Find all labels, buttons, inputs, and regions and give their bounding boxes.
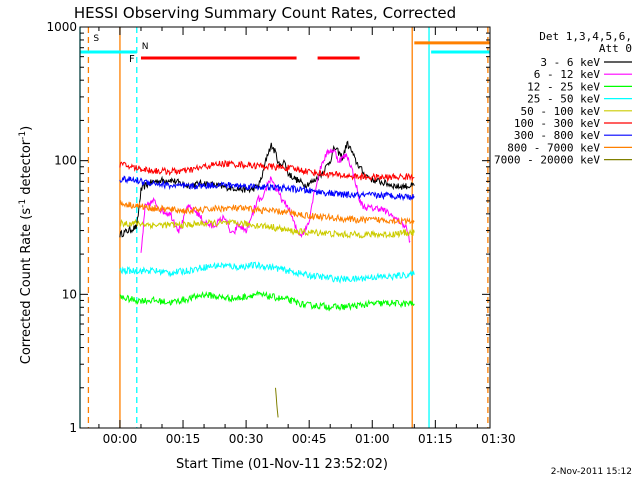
x-tick-label-0: 00:00 <box>103 432 138 446</box>
legend-label-0: 3 - 6 keV <box>540 56 600 69</box>
axes: 1 10 100 1000 00:00 00:15 00:30 00:45 01:00 01:15… <box>46 20 515 446</box>
y-axis-label: Corrected Count Rate (s-1 detector-1) <box>18 126 34 364</box>
series-line-8 <box>275 387 279 418</box>
y-tick-label-2: 100 <box>54 154 77 168</box>
x-tick-label-1: 00:15 <box>166 432 201 446</box>
legend-label-3: 25 - 50 keV <box>527 93 600 106</box>
flag-label-f: F <box>129 54 135 65</box>
footer-date: 2-Nov-2011 15:12 <box>551 467 632 477</box>
y-tick-label-3: 1000 <box>46 20 77 34</box>
series-line-1 <box>140 148 411 253</box>
legend-label-8: 7000 - 20000 keV <box>494 154 600 167</box>
series-line-2 <box>119 290 415 312</box>
marker-label-s: S <box>93 34 99 44</box>
y-tick-label-0: 1 <box>69 421 77 435</box>
x-tick-label-4: 01:00 <box>355 432 390 446</box>
chart-title: HESSI Observing Summary Count Rates, Cor… <box>74 4 456 22</box>
series-line-6 <box>119 175 415 202</box>
legend-label-1: 6 - 12 keV <box>534 68 601 81</box>
x-tick-label-5: 01:15 <box>418 432 453 446</box>
marker-label-n: N <box>142 42 149 52</box>
legend-label-2: 12 - 25 keV <box>527 80 600 93</box>
series-line-5 <box>119 159 415 183</box>
x-tick-label-2: 00:30 <box>229 432 264 446</box>
y-tick-label-1: 10 <box>62 287 77 301</box>
series-line-7 <box>119 200 415 226</box>
legend-header-attenuator: Att 0 <box>599 42 632 55</box>
legend-label-7: 800 - 7000 keV <box>507 141 600 154</box>
legend-label-4: 50 - 100 keV <box>521 105 601 118</box>
legend-label-6: 300 - 800 keV <box>514 129 600 142</box>
x-axis-label: Start Time (01-Nov-11 23:52:02) <box>176 457 388 472</box>
legend-label-5: 100 - 300 keV <box>514 117 600 130</box>
plot-area: S NF <box>79 27 490 428</box>
legend-header-detectors: Det 1,3,4,5,6, <box>539 30 632 43</box>
x-tick-label-3: 00:45 <box>292 432 327 446</box>
series-line-4 <box>119 218 415 239</box>
series-line-3 <box>119 261 415 284</box>
plot-frame <box>79 26 491 429</box>
x-tick-label-6: 01:30 <box>481 432 516 446</box>
